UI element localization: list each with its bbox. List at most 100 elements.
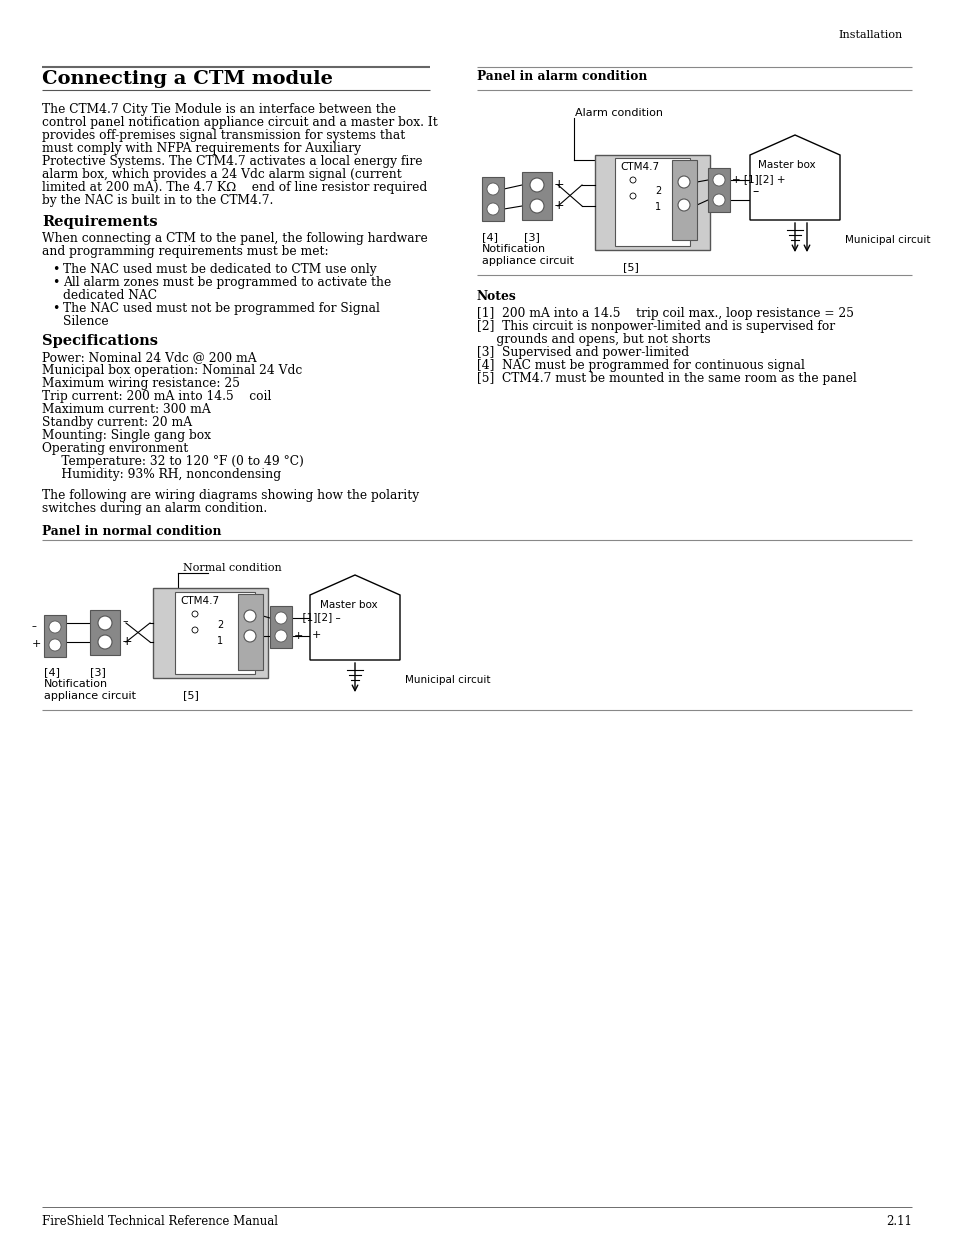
Text: Standby current: 20 mA: Standby current: 20 mA xyxy=(42,416,192,429)
Text: Specifications: Specifications xyxy=(42,333,158,348)
Bar xyxy=(707,168,729,212)
Text: Trip current: 200 mA into 14.5    coil: Trip current: 200 mA into 14.5 coil xyxy=(42,390,271,403)
Circle shape xyxy=(629,193,636,199)
Circle shape xyxy=(192,611,198,618)
Text: Maximum current: 300 mA: Maximum current: 300 mA xyxy=(42,403,211,416)
Text: 2: 2 xyxy=(216,620,223,630)
Text: CTM4.7: CTM4.7 xyxy=(180,597,219,606)
Text: [2]  This circuit is nonpower-limited and is supervised for: [2] This circuit is nonpower-limited and… xyxy=(476,320,834,333)
Text: dedicated NAC: dedicated NAC xyxy=(63,289,157,303)
Text: Master box: Master box xyxy=(319,600,377,610)
Text: +: + xyxy=(554,178,564,191)
Text: [3]: [3] xyxy=(523,232,539,242)
Text: provides off-premises signal transmission for systems that: provides off-premises signal transmissio… xyxy=(42,128,405,142)
Circle shape xyxy=(486,183,498,195)
Text: •: • xyxy=(52,263,59,275)
Text: appliance circuit: appliance circuit xyxy=(44,692,136,701)
Text: [5]: [5] xyxy=(183,690,198,700)
Text: control panel notification appliance circuit and a master box. It: control panel notification appliance cir… xyxy=(42,116,437,128)
Text: 1: 1 xyxy=(691,177,697,186)
Circle shape xyxy=(244,610,255,622)
Text: •: • xyxy=(52,275,59,289)
Circle shape xyxy=(274,613,287,624)
Text: When connecting a CTM to the panel, the following hardware: When connecting a CTM to the panel, the … xyxy=(42,232,427,245)
Text: Panel in normal condition: Panel in normal condition xyxy=(42,525,221,538)
Circle shape xyxy=(192,627,198,634)
Circle shape xyxy=(712,174,724,186)
Text: Operating environment: Operating environment xyxy=(42,442,188,454)
Text: [5]  CTM4.7 must be mounted in the same room as the panel: [5] CTM4.7 must be mounted in the same r… xyxy=(476,372,856,385)
Text: Requirements: Requirements xyxy=(42,215,157,228)
Text: +: + xyxy=(32,638,41,650)
Text: Installation: Installation xyxy=(837,30,902,40)
Text: Normal condition: Normal condition xyxy=(183,563,281,573)
Circle shape xyxy=(678,199,689,211)
Text: –: – xyxy=(751,185,758,198)
Circle shape xyxy=(98,635,112,650)
Text: Humidity: 93% RH, noncondensing: Humidity: 93% RH, noncondensing xyxy=(42,468,281,480)
Text: CTM4.7: CTM4.7 xyxy=(619,162,659,172)
Text: Master box: Master box xyxy=(758,161,815,170)
Text: switches during an alarm condition.: switches during an alarm condition. xyxy=(42,501,267,515)
Text: +: + xyxy=(294,631,303,641)
Polygon shape xyxy=(310,576,399,659)
Text: The CTM4.7 City Tie Module is an interface between the: The CTM4.7 City Tie Module is an interfa… xyxy=(42,103,395,116)
Text: 1: 1 xyxy=(257,611,263,620)
Circle shape xyxy=(629,177,636,183)
Text: 1: 1 xyxy=(655,203,660,212)
Text: •: • xyxy=(52,303,59,315)
Text: 1: 1 xyxy=(216,636,223,646)
Text: 2.11: 2.11 xyxy=(885,1215,911,1228)
Text: Connecting a CTM module: Connecting a CTM module xyxy=(42,70,333,88)
Text: limited at 200 mA). The 4.7 KΩ    end of line resistor required: limited at 200 mA). The 4.7 KΩ end of li… xyxy=(42,182,427,194)
Text: alarm box, which provides a 24 Vdc alarm signal (current: alarm box, which provides a 24 Vdc alarm… xyxy=(42,168,401,182)
Text: [5]: [5] xyxy=(622,262,639,272)
Bar xyxy=(521,172,552,220)
Circle shape xyxy=(244,630,255,642)
Text: Notes: Notes xyxy=(476,290,517,303)
Text: grounds and opens, but not shorts: grounds and opens, but not shorts xyxy=(476,333,710,346)
Text: Notification: Notification xyxy=(44,679,108,689)
Text: Silence: Silence xyxy=(63,315,109,329)
Text: must comply with NFPA requirements for Auxiliary: must comply with NFPA requirements for A… xyxy=(42,142,360,156)
Text: All alarm zones must be programmed to activate the: All alarm zones must be programmed to ac… xyxy=(63,275,391,289)
Circle shape xyxy=(98,616,112,630)
Text: appliance circuit: appliance circuit xyxy=(481,256,574,266)
Circle shape xyxy=(49,621,61,634)
Text: and programming requirements must be met:: and programming requirements must be met… xyxy=(42,245,328,258)
Circle shape xyxy=(49,638,61,651)
Bar xyxy=(595,156,709,249)
Text: – [1][2] –: – [1][2] – xyxy=(294,613,340,622)
Text: [4]: [4] xyxy=(44,667,60,677)
Bar xyxy=(90,610,120,655)
Text: Municipal circuit: Municipal circuit xyxy=(844,235,929,245)
Bar xyxy=(481,177,503,221)
Circle shape xyxy=(486,203,498,215)
Text: –: – xyxy=(32,621,37,631)
Text: Municipal box operation: Nominal 24 Vdc: Municipal box operation: Nominal 24 Vdc xyxy=(42,364,302,377)
Text: 2: 2 xyxy=(655,186,660,196)
Text: The NAC used must not be programmed for Signal: The NAC used must not be programmed for … xyxy=(63,303,379,315)
Text: + [1][2] +: + [1][2] + xyxy=(731,174,784,184)
Text: Power: Nominal 24 Vdc @ 200 mA: Power: Nominal 24 Vdc @ 200 mA xyxy=(42,351,256,364)
Bar xyxy=(152,588,268,678)
Text: Maximum wiring resistance: 25: Maximum wiring resistance: 25 xyxy=(42,377,240,390)
Text: by the NAC is built in to the CTM4.7.: by the NAC is built in to the CTM4.7. xyxy=(42,194,274,207)
Text: 2: 2 xyxy=(691,200,697,209)
Text: Panel in alarm condition: Panel in alarm condition xyxy=(476,70,647,83)
Text: Alarm condition: Alarm condition xyxy=(575,107,662,119)
Text: [3]  Supervised and power-limited: [3] Supervised and power-limited xyxy=(476,346,688,359)
Circle shape xyxy=(530,178,543,191)
Text: Mounting: Single gang box: Mounting: Single gang box xyxy=(42,429,211,442)
Circle shape xyxy=(712,194,724,206)
Bar xyxy=(44,615,66,657)
Text: Municipal circuit: Municipal circuit xyxy=(405,676,490,685)
Text: [4]  NAC must be programmed for continuous signal: [4] NAC must be programmed for continuou… xyxy=(476,359,804,372)
Bar xyxy=(671,161,697,240)
Circle shape xyxy=(530,199,543,212)
Text: [3]: [3] xyxy=(90,667,106,677)
Text: Temperature: 32 to 120 °F (0 to 49 °C): Temperature: 32 to 120 °F (0 to 49 °C) xyxy=(42,454,304,468)
Circle shape xyxy=(274,630,287,642)
Text: +: + xyxy=(122,635,132,648)
Bar xyxy=(174,592,254,674)
